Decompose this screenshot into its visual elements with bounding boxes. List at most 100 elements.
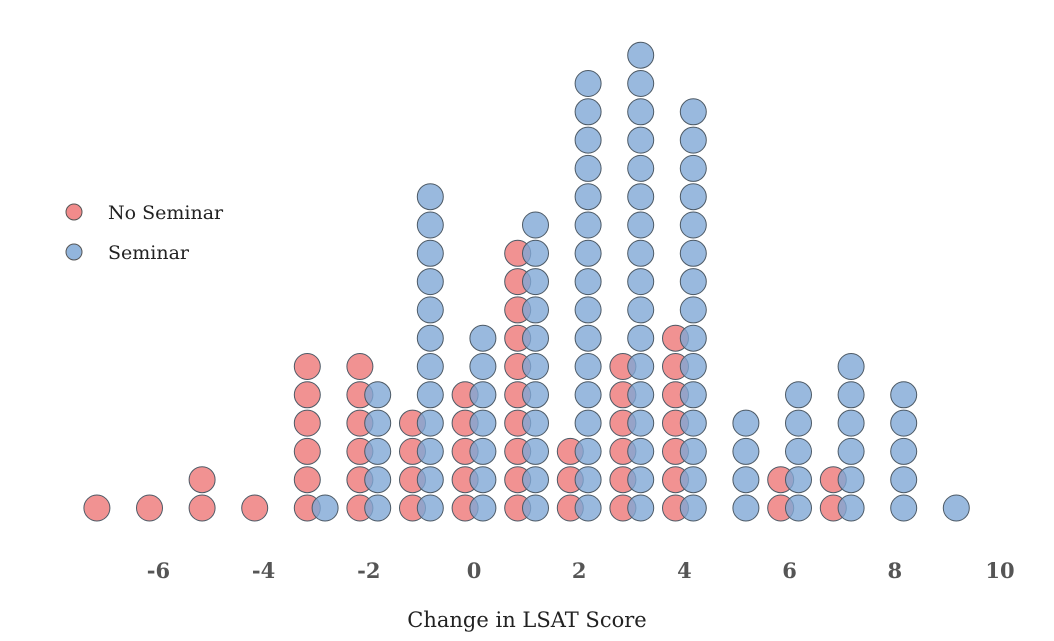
- legend-swatch-seminar: [65, 243, 83, 261]
- dot-seminar: [627, 353, 655, 380]
- dot-seminar: [890, 494, 918, 522]
- dot-seminar: [627, 211, 655, 239]
- dot-seminar: [522, 268, 549, 296]
- dot-seminar: [311, 494, 339, 522]
- dot-seminar: [522, 353, 549, 380]
- dot-seminar: [574, 437, 602, 465]
- dot-seminar: [574, 494, 602, 522]
- dot-seminar: [522, 494, 549, 522]
- dot-seminar: [942, 494, 970, 522]
- dot-no-seminar: [293, 466, 321, 494]
- dot-seminar: [522, 324, 549, 352]
- dot-seminar: [627, 494, 655, 522]
- dot-seminar: [679, 494, 707, 522]
- dot-seminar: [469, 353, 497, 380]
- x-tick-label: 2: [572, 558, 587, 583]
- dot-seminar: [364, 437, 392, 465]
- dot-seminar: [627, 239, 655, 267]
- dot-seminar: [574, 324, 602, 352]
- dot-seminar: [574, 70, 602, 97]
- dot-seminar: [574, 268, 602, 296]
- dot-no-seminar: [188, 494, 216, 522]
- dot-no-seminar: [188, 466, 216, 494]
- dot-seminar: [679, 239, 707, 267]
- dot-seminar: [679, 353, 707, 380]
- dot-seminar: [574, 126, 602, 154]
- dot-seminar: [522, 466, 549, 494]
- x-tick-label: 10: [985, 558, 1014, 583]
- x-tick-label: 8: [887, 558, 902, 583]
- dot-seminar: [732, 466, 760, 494]
- dot-seminar: [679, 466, 707, 494]
- dot-seminar: [785, 409, 812, 437]
- legend-label-seminar: Seminar: [108, 242, 190, 264]
- dot-seminar: [627, 154, 655, 182]
- x-axis-ticks: -6 -4 -2 0 2 4 6 8 10: [147, 558, 1015, 583]
- dot-no-seminar: [293, 381, 321, 409]
- dot-seminar: [574, 154, 602, 182]
- dot-seminar: [627, 437, 655, 465]
- dot-seminar: [679, 437, 707, 465]
- dot-seminar: [732, 409, 760, 437]
- dot-seminar: [416, 183, 444, 211]
- dot-no-seminar: [136, 494, 163, 522]
- dot-seminar: [469, 381, 497, 409]
- dot-seminar: [416, 381, 444, 409]
- dot-seminar: [574, 381, 602, 409]
- dot-seminar: [679, 98, 707, 126]
- x-tick-label: 0: [467, 558, 482, 583]
- legend: No Seminar Seminar: [65, 202, 224, 264]
- dot-seminar: [627, 324, 655, 352]
- dot-seminar: [732, 494, 760, 522]
- dot-seminar: [890, 381, 918, 409]
- dot-seminar: [416, 296, 444, 324]
- dot-seminar: [522, 409, 549, 437]
- dot-seminar: [627, 466, 655, 494]
- dot-seminar: [785, 494, 812, 522]
- dot-seminar: [574, 183, 602, 211]
- dot-seminar: [522, 239, 549, 267]
- dot-seminar: [627, 183, 655, 211]
- dot-seminar: [837, 466, 865, 494]
- dot-no-seminar: [293, 353, 321, 380]
- dot-seminar: [574, 353, 602, 380]
- dot-seminar: [469, 324, 497, 352]
- dot-no-seminar: [346, 353, 374, 380]
- dot-seminar: [574, 409, 602, 437]
- x-tick-label: 4: [677, 558, 692, 583]
- dot-seminar: [364, 381, 392, 409]
- dot-seminar: [679, 211, 707, 239]
- x-tick-label: -2: [357, 558, 380, 583]
- dot-seminar: [837, 437, 865, 465]
- x-tick-label: -6: [147, 558, 170, 583]
- dot-seminar: [890, 437, 918, 465]
- dot-seminar: [574, 466, 602, 494]
- dot-seminar: [627, 70, 655, 97]
- dot-seminar: [416, 211, 444, 239]
- dot-seminar: [522, 437, 549, 465]
- dot-seminar: [679, 154, 707, 182]
- dot-seminar: [890, 409, 918, 437]
- dot-seminar: [574, 98, 602, 126]
- dot-seminar: [627, 409, 655, 437]
- dot-seminar: [837, 409, 865, 437]
- dot-seminar: [574, 296, 602, 324]
- dot-seminar: [785, 437, 812, 465]
- dot-seminar: [416, 409, 444, 437]
- x-tick-label: 6: [782, 558, 797, 583]
- dot-seminar: [837, 353, 865, 380]
- dot-seminar: [627, 296, 655, 324]
- dot-seminar: [522, 381, 549, 409]
- dot-seminar: [574, 239, 602, 267]
- dot-seminar: [627, 381, 655, 409]
- dot-seminar: [416, 466, 444, 494]
- dot-seminar: [364, 409, 392, 437]
- dot-seminar: [679, 381, 707, 409]
- dot-seminar: [522, 296, 549, 324]
- dot-seminar: [416, 437, 444, 465]
- dot-seminar: [416, 268, 444, 296]
- legend-swatch-no-seminar: [65, 203, 83, 221]
- dot-seminar: [416, 239, 444, 267]
- dot-seminar: [364, 466, 392, 494]
